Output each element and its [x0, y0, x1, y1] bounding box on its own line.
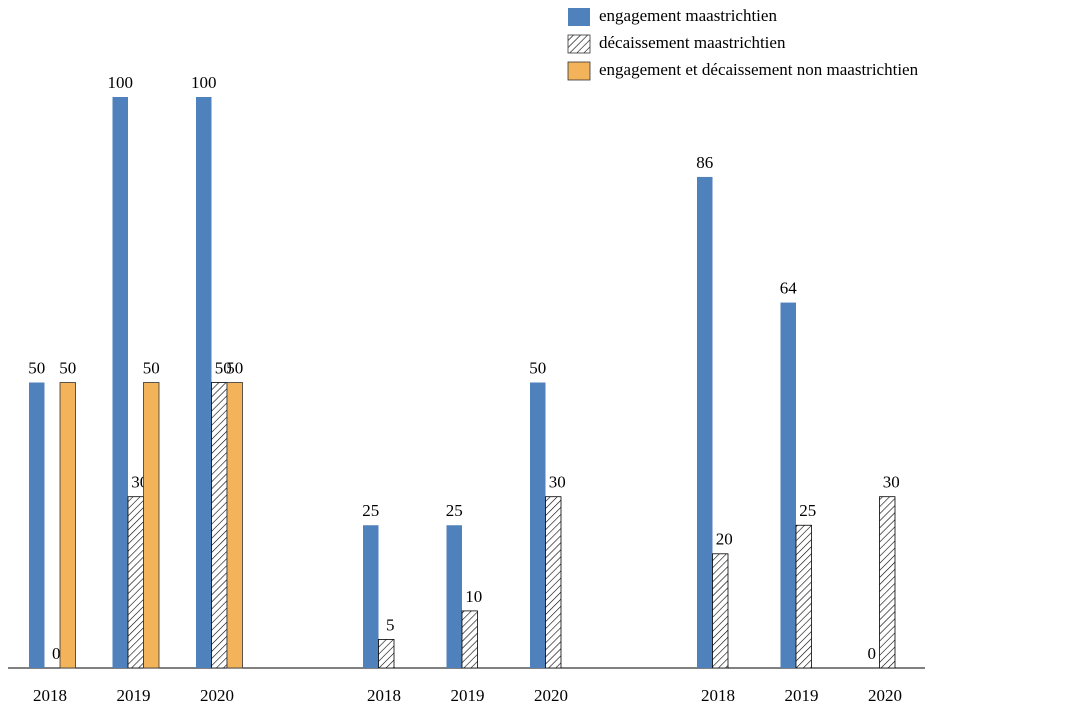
- bar: [143, 382, 160, 669]
- bar: [712, 553, 729, 669]
- value-label: 86: [696, 153, 713, 172]
- value-label: 50: [226, 358, 243, 377]
- legend-label: engagement et décaissement non maastrich…: [599, 60, 919, 79]
- value-label: 50: [143, 358, 160, 377]
- value-label: 30: [883, 473, 900, 492]
- legend-label: engagement maastrichtien: [599, 6, 777, 25]
- legend-swatch: [567, 61, 591, 81]
- bar: [59, 382, 76, 669]
- x-tick-label: 2019: [117, 686, 151, 705]
- value-label: 50: [215, 358, 232, 377]
- bar: [446, 525, 462, 668]
- bar: [697, 176, 713, 668]
- value-label: 50: [529, 358, 546, 377]
- value-label: 5: [386, 615, 395, 634]
- x-tick-label: 2019: [785, 686, 819, 705]
- x-tick-label: 2018: [367, 686, 401, 705]
- bar: [196, 97, 212, 668]
- value-label: 100: [191, 73, 217, 92]
- bar: [226, 382, 243, 669]
- bar: [530, 382, 546, 668]
- value-label: 64: [780, 278, 798, 297]
- legend-swatch: [568, 8, 590, 26]
- bar: [363, 525, 379, 668]
- bar: [879, 496, 896, 669]
- bar: [112, 97, 128, 668]
- bar: [795, 524, 812, 669]
- value-label: 0: [52, 644, 61, 663]
- bar: [780, 302, 796, 668]
- x-tick-label: 2018: [33, 686, 67, 705]
- x-tick-label: 2020: [200, 686, 234, 705]
- value-label: 25: [799, 501, 816, 520]
- legend-swatch: [567, 34, 591, 54]
- bar: [545, 496, 562, 669]
- bar: [211, 382, 228, 669]
- legend-label: décaissement maastrichtien: [599, 33, 786, 52]
- value-label: 25: [362, 501, 379, 520]
- value-label: 30: [549, 473, 566, 492]
- bar: [378, 639, 395, 669]
- value-label: 50: [59, 358, 76, 377]
- bar: [461, 610, 478, 669]
- value-label: 0: [868, 644, 877, 663]
- value-label: 50: [28, 358, 45, 377]
- x-tick-label: 2018: [701, 686, 735, 705]
- x-tick-label: 2020: [868, 686, 902, 705]
- value-label: 100: [108, 73, 134, 92]
- bar: [29, 382, 45, 668]
- bar: [127, 496, 144, 669]
- value-label: 25: [446, 501, 463, 520]
- x-tick-label: 2019: [451, 686, 485, 705]
- value-label: 10: [465, 587, 482, 606]
- x-tick-label: 2020: [534, 686, 568, 705]
- value-label: 20: [716, 530, 733, 549]
